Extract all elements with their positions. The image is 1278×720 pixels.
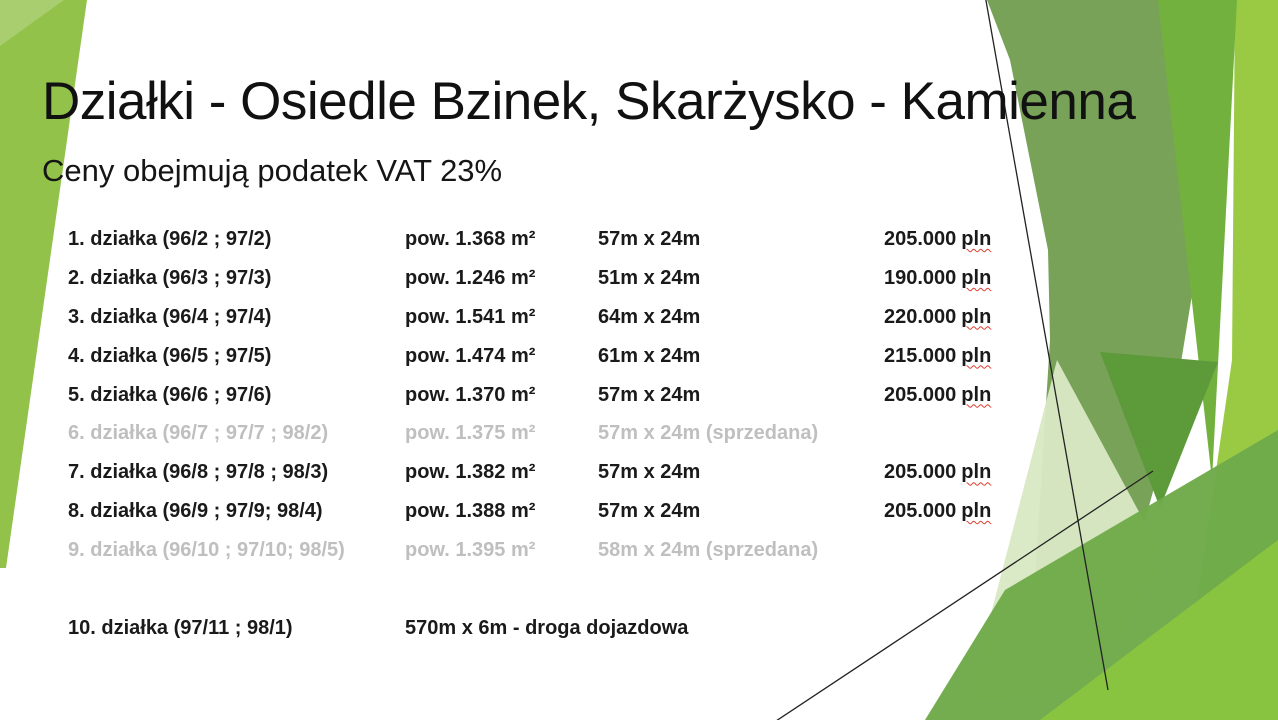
- dark-green-triangle: [1100, 352, 1218, 508]
- plot-area: pow. 1.541 m²: [405, 305, 536, 328]
- price-value: 205.000: [884, 227, 957, 250]
- plot-label: 3. działka (96/4 ; 97/4): [68, 305, 272, 328]
- plot-area: pow. 1.388 m²: [405, 500, 536, 523]
- plot-area: pow. 1.474 m²: [405, 344, 536, 367]
- plot-label: 8. działka (96/9 ; 97/9; 98/4): [68, 500, 323, 523]
- slide-title: Działki - Osiedle Bzinek, Skarżysko - Ka…: [42, 71, 1136, 131]
- plot-dimensions: 57m x 24m (sprzedana): [598, 422, 819, 445]
- plot-label: 7. działka (96/8 ; 97/8 ; 98/3): [68, 461, 329, 484]
- currency-label: pln: [961, 383, 992, 406]
- table-row-10: 10. działka (97/11 ; 98/1) 570m x 6m - d…: [68, 609, 1068, 648]
- currency-label: pln: [961, 344, 992, 367]
- price-value: 205.000: [884, 461, 957, 484]
- diagonal-line-steep: [985, 0, 1109, 691]
- table-row-7: 7. działka (96/8 ; 97/8 ; 98/3) pow. 1.3…: [68, 453, 1068, 492]
- plot-label: 2. działka (96/3 ; 97/3): [68, 266, 272, 289]
- plot-label: 6. działka (96/7 ; 97/7 ; 98/2): [68, 422, 329, 445]
- plot-dimensions: 64m x 24m: [598, 305, 701, 328]
- plot-area: pow. 1.382 m²: [405, 461, 536, 484]
- diagonal-line-shallow: [776, 470, 1154, 720]
- plot-price: 215.000 pln: [884, 345, 1068, 368]
- plot-price: 205.000 pln: [884, 461, 1068, 484]
- table-row-4: 4. działka (96/5 ; 97/5) pow. 1.474 m² 6…: [68, 337, 1068, 376]
- left-accent-wedge: [0, 0, 87, 568]
- plot-dimensions: 57m x 24m: [598, 500, 701, 523]
- plot-price: 205.000 pln: [884, 384, 1068, 407]
- plot-dimensions: 51m x 24m: [598, 266, 701, 289]
- price-value: 205.000: [884, 500, 957, 523]
- price-value: 205.000: [884, 383, 957, 406]
- plot-area: pow. 1.246 m²: [405, 266, 536, 289]
- currency-label: pln: [961, 500, 992, 523]
- table-row-5: 5. działka (96/6 ; 97/6) pow. 1.370 m² 5…: [68, 376, 1068, 415]
- currency-label: pln: [961, 266, 992, 289]
- table-row-3: 3. działka (96/4 ; 97/4) pow. 1.541 m² 6…: [68, 298, 1068, 337]
- plot-area: pow. 1.368 m²: [405, 227, 536, 250]
- plot-label: 1. działka (96/2 ; 97/2): [68, 227, 272, 250]
- plot-dimensions: 57m x 24m: [598, 461, 701, 484]
- plot-price: 205.000 pln: [884, 228, 1068, 251]
- plot-label: 4. działka (96/5 ; 97/5): [68, 344, 272, 367]
- plot-price: 220.000 pln: [884, 306, 1068, 329]
- plot-price: [884, 617, 1068, 640]
- plot-table: 1. działka (96/2 ; 97/2) pow. 1.368 m² 5…: [68, 220, 1068, 648]
- price-value: 190.000: [884, 266, 957, 289]
- table-row-6-sold: 6. działka (96/7 ; 97/7 ; 98/2) pow. 1.3…: [68, 414, 1068, 453]
- plot-area: pow. 1.370 m²: [405, 383, 536, 406]
- plot-price: [884, 539, 1068, 562]
- left-wedge-highlight: [0, 0, 64, 46]
- mid-green-wedge: [1158, 0, 1237, 480]
- table-row-2: 2. działka (96/3 ; 97/3) pow. 1.246 m² 5…: [68, 259, 1068, 298]
- plot-price: 205.000 pln: [884, 500, 1068, 523]
- plot-area: pow. 1.395 m²: [405, 539, 536, 562]
- plot-label: 9. działka (96/10 ; 97/10; 98/5): [68, 539, 345, 562]
- plot-dimensions: 58m x 24m (sprzedana): [598, 539, 819, 562]
- plot-price: 190.000 pln: [884, 267, 1068, 290]
- price-value: 215.000: [884, 344, 957, 367]
- plot-price: [884, 422, 1068, 445]
- table-row-8: 8. działka (96/9 ; 97/9; 98/4) pow. 1.38…: [68, 492, 1068, 531]
- plot-label: 10. działka (97/11 ; 98/1): [68, 616, 293, 639]
- currency-label: pln: [961, 227, 992, 250]
- plot-label: 5. działka (96/6 ; 97/6): [68, 383, 272, 406]
- bottom-right-bright: [1040, 540, 1278, 720]
- price-value: 220.000: [884, 305, 957, 328]
- vat-note: Ceny obejmują podatek VAT 23%: [42, 153, 503, 188]
- plot-dimensions: 57m x 24m: [598, 227, 701, 250]
- plot-dimensions: 57m x 24m: [598, 383, 701, 406]
- plot-area: 570m x 6m - droga dojazdowa: [405, 616, 689, 639]
- table-row-1: 1. działka (96/2 ; 97/2) pow. 1.368 m² 5…: [68, 220, 1068, 259]
- currency-label: pln: [961, 305, 992, 328]
- plot-dimensions: 61m x 24m: [598, 344, 701, 367]
- plot-area: pow. 1.375 m²: [405, 422, 536, 445]
- currency-label: pln: [961, 461, 992, 484]
- table-row-9-sold: 9. działka (96/10 ; 97/10; 98/5) pow. 1.…: [68, 531, 1068, 570]
